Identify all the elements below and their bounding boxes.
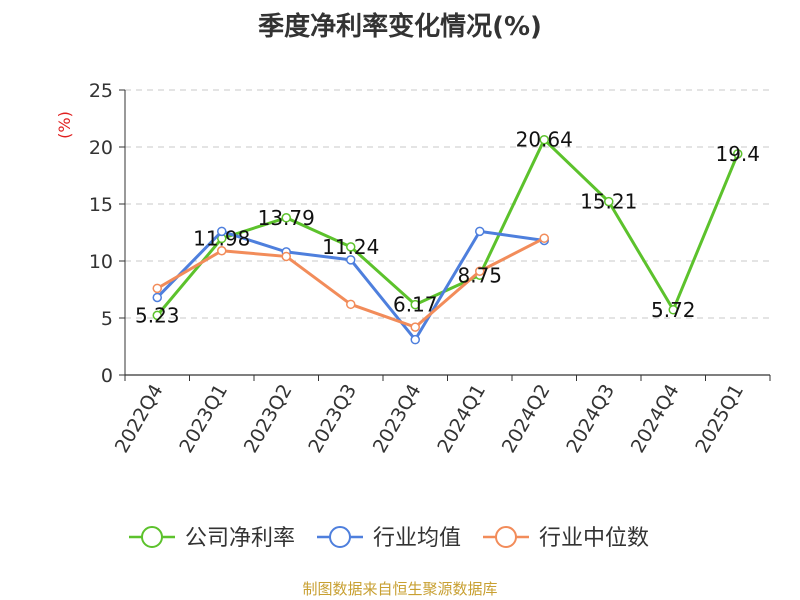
data-point <box>410 334 420 345</box>
data-label: 20.64 <box>516 128 573 152</box>
legend-label: 行业中位数 <box>539 526 649 551</box>
y-tick-label: 10 <box>89 251 113 273</box>
data-point <box>152 292 162 303</box>
data-point <box>475 266 485 277</box>
data-point <box>539 134 549 145</box>
y-axis-label: (%) <box>55 111 74 139</box>
y-tick-label: 15 <box>89 194 113 216</box>
data-label: 13.79 <box>258 206 315 230</box>
data-label: 8.75 <box>457 263 502 287</box>
legend-marker <box>329 526 351 548</box>
legend-item: 行业中位数 <box>483 526 649 551</box>
x-tick-label: 2022Q4 <box>111 381 168 457</box>
chart-title: 季度净利率变化情况(%) <box>258 12 542 42</box>
data-point <box>410 322 420 332</box>
x-tick-label: 2023Q4 <box>369 381 426 457</box>
series-line-0 <box>156 138 740 317</box>
data-point <box>281 251 291 262</box>
data-point <box>410 299 420 310</box>
data-point <box>733 149 743 159</box>
y-tick-label: 5 <box>101 308 113 330</box>
data-point <box>668 305 678 315</box>
x-tick-label: 2024Q1 <box>433 381 490 457</box>
data-label: 15.21 <box>580 190 637 214</box>
y-tick-label: 25 <box>89 80 113 102</box>
data-label: 6.17 <box>393 293 438 317</box>
data-point <box>346 255 356 265</box>
legend-item: 公司净利率 <box>129 526 295 551</box>
x-tick-label: 2024Q2 <box>498 381 555 457</box>
data-point <box>604 196 614 207</box>
x-tick-label: 2023Q2 <box>240 381 297 457</box>
x-tick-label: 2024Q4 <box>627 381 684 457</box>
data-point <box>539 233 549 243</box>
data-label: 5.72 <box>651 298 696 322</box>
data-point <box>217 226 227 237</box>
y-tick-label: 20 <box>89 137 113 159</box>
x-tick-label: 2025Q1 <box>691 381 748 457</box>
x-tick-label: 2023Q1 <box>175 381 232 457</box>
series-lines <box>152 134 743 345</box>
legend-marker <box>495 526 517 548</box>
data-labels: 5.23 11.98 13.79 11.24 6.17 8.75 20.64 15.21 5.7… <box>135 128 760 328</box>
y-tick-label: 0 <box>101 365 113 387</box>
data-point <box>217 245 227 256</box>
data-label: 11.24 <box>322 235 379 259</box>
data-label: 11.98 <box>193 226 250 250</box>
legend-marker <box>141 526 163 548</box>
data-point <box>152 283 162 294</box>
legend: 公司净利率 行业均值 行业中位数 <box>129 526 649 551</box>
legend-label: 公司净利率 <box>185 526 295 551</box>
grid-lines <box>125 89 770 319</box>
data-point <box>475 226 485 237</box>
data-label: 5.23 <box>135 303 180 327</box>
data-point <box>346 299 356 310</box>
source-note: 制图数据来自恒生聚源数据库 <box>302 580 498 598</box>
legend-label: 行业均值 <box>373 526 461 551</box>
data-point <box>152 310 162 321</box>
data-point <box>281 213 291 223</box>
x-tick-label: 2024Q3 <box>562 381 619 457</box>
x-tick-label: 2023Q3 <box>304 381 361 457</box>
data-label: 19.4 <box>715 142 760 166</box>
data-point <box>346 242 356 252</box>
legend-item: 行业均值 <box>317 526 461 551</box>
